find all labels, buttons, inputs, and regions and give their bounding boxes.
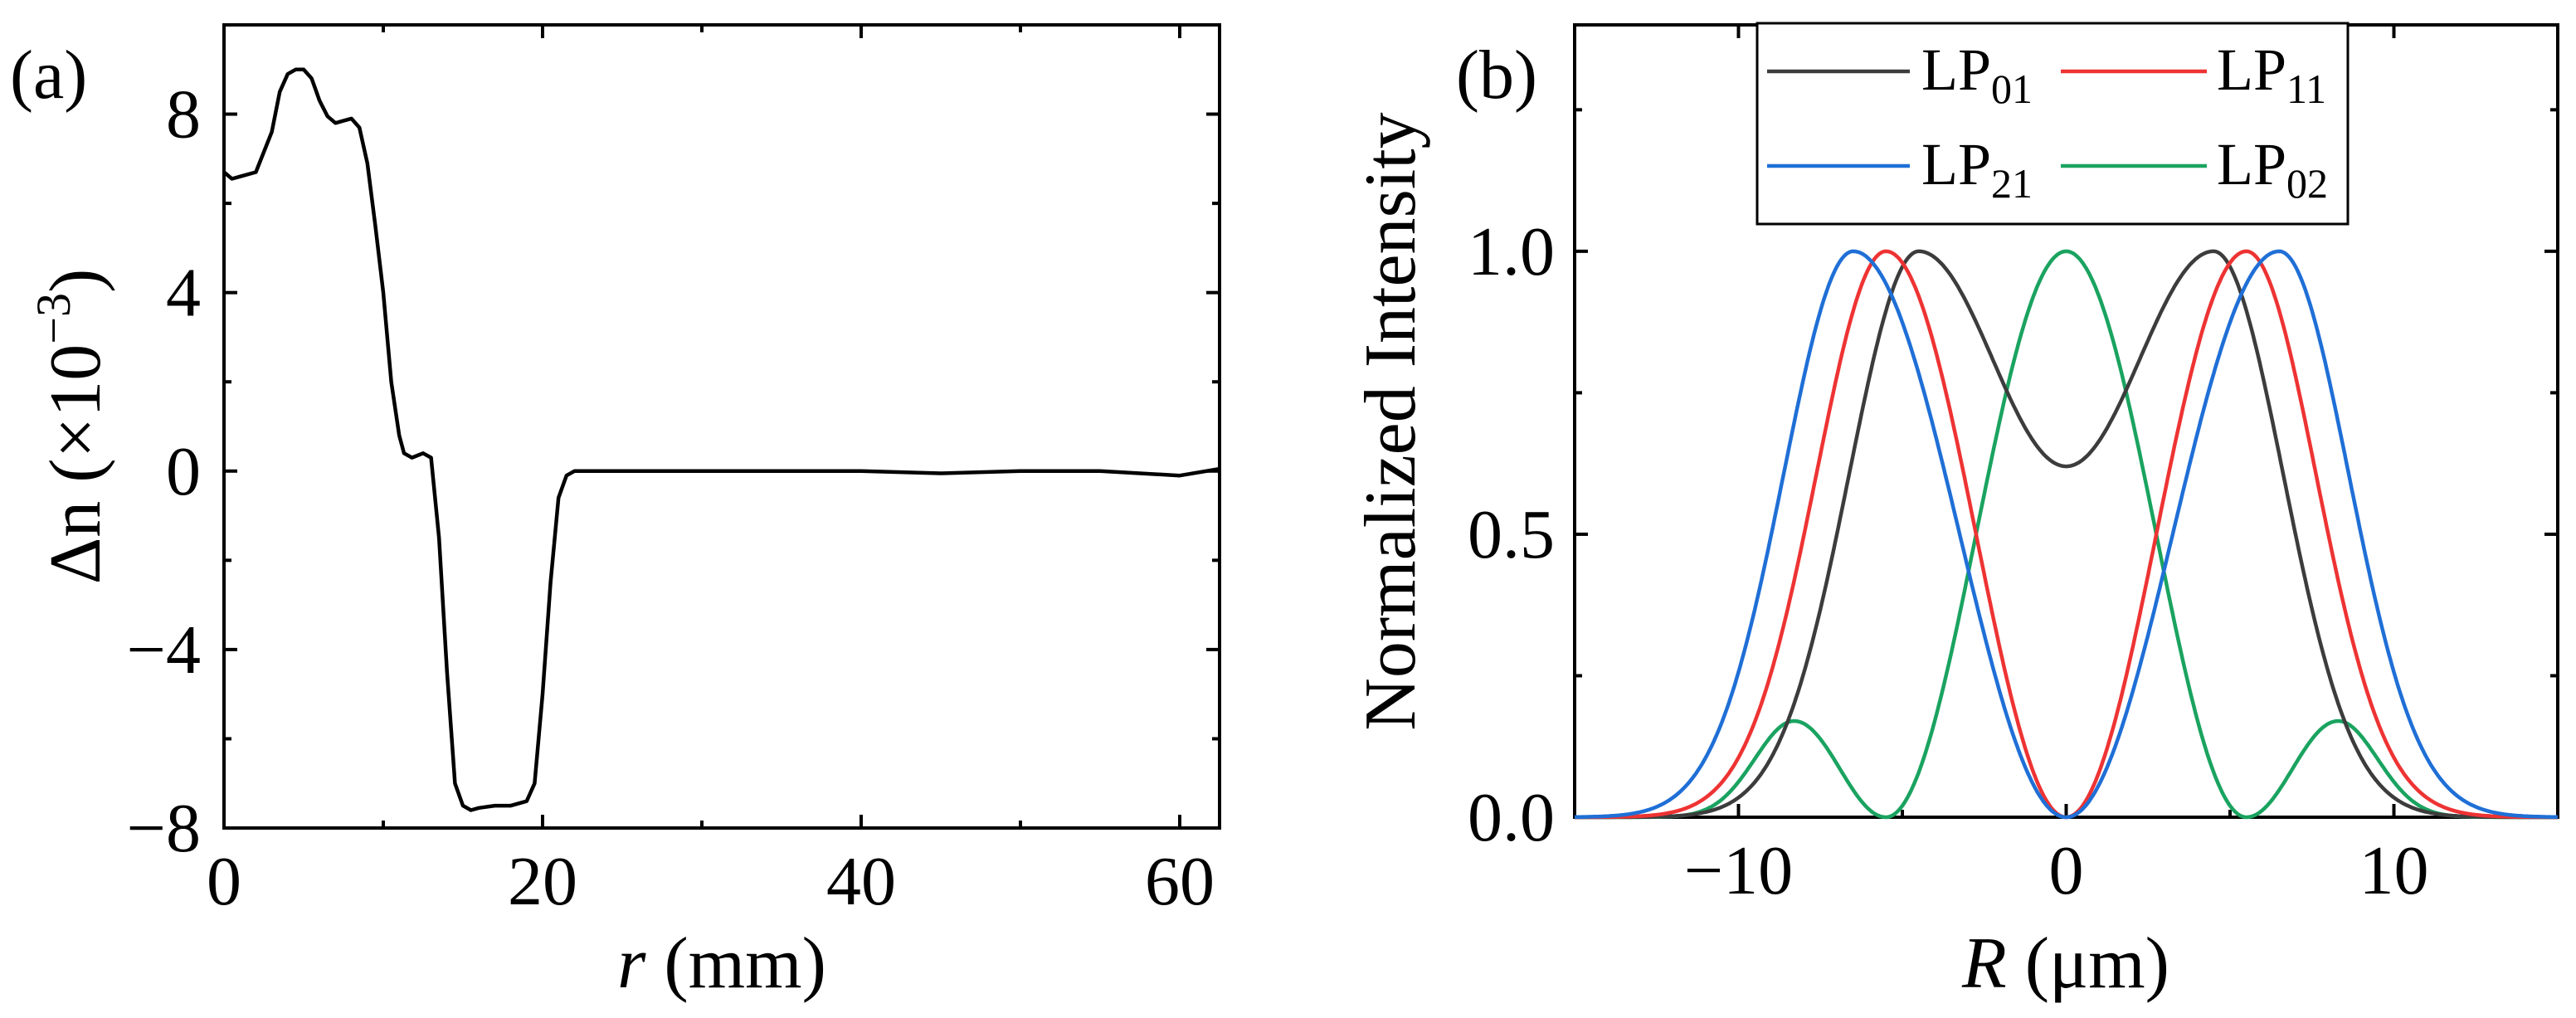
x-axis-unit: (μm) <box>2007 923 2169 1004</box>
legend-label: LP11 <box>2217 37 2326 112</box>
panel-b: (b) −10 0 10 0.0 0.5 1.0 R (μm) Normaliz… <box>1351 22 2559 1004</box>
series-line-delta-n <box>222 67 1220 812</box>
panel-a-label: (a) <box>10 37 87 114</box>
y-axis-label-main: Δn (×10 <box>36 344 116 585</box>
legend-item-lp11: LP11 <box>2061 37 2326 112</box>
y-tick-label: −4 <box>127 611 201 689</box>
x-tick-label: 60 <box>1145 843 1215 920</box>
panel-a: (a) 0 20 40 60 −8 −4 0 4 8 r (mm) Δn (×1… <box>10 23 1221 1004</box>
y-tick-label: 4 <box>166 255 201 332</box>
x-tick-label: 10 <box>2359 832 2429 909</box>
legend-label: LP21 <box>1921 131 2033 207</box>
x-tick-label: 20 <box>508 843 577 920</box>
legend: LP01 LP11 LP21 LP02 <box>1755 22 2350 226</box>
x-axis-variable: R <box>1961 923 2007 1004</box>
y-axis-label-close: ) <box>36 269 116 293</box>
panel-a-frame <box>222 23 1221 830</box>
x-axis-unit: (mm) <box>645 923 826 1004</box>
y-tick-label: 1.0 <box>1468 213 1555 290</box>
panel-a-x-ticks <box>222 25 1181 828</box>
panel-a-x-tick-labels: 0 20 40 60 <box>207 843 1215 920</box>
legend-box <box>1755 22 2350 226</box>
panel-a-y-tick-labels: −8 −4 0 4 8 <box>127 76 201 867</box>
y-tick-label: −8 <box>127 790 201 867</box>
panel-b-x-tick-labels: −10 0 10 <box>1684 832 2429 909</box>
series-line-lp11 <box>1574 249 2559 820</box>
x-axis-variable: r <box>617 923 646 1004</box>
x-tick-label: 40 <box>826 843 896 920</box>
panel-b-x-axis-label: R (μm) <box>1961 923 2169 1004</box>
y-tick-label: 0 <box>166 433 201 510</box>
legend-item-lp01: LP01 <box>1767 37 2033 112</box>
x-tick-label: 0 <box>2049 832 2084 909</box>
y-tick-label: 0.5 <box>1468 496 1555 573</box>
panel-a-x-axis-label: r (mm) <box>617 923 826 1004</box>
y-tick-label: 0.0 <box>1468 779 1555 856</box>
y-tick-label: 8 <box>166 76 201 153</box>
panel-b-y-tick-labels: 0.0 0.5 1.0 <box>1468 213 1555 856</box>
x-tick-label: −10 <box>1684 832 1793 909</box>
legend-label: LP01 <box>1921 37 2033 112</box>
panel-a-y-ticks <box>224 112 1220 830</box>
panel-b-label: (b) <box>1456 37 1537 114</box>
series-line-lp01 <box>1574 249 2559 820</box>
y-axis-label-exponent: −3 <box>27 293 80 344</box>
x-tick-label: 0 <box>207 843 241 920</box>
legend-item-lp02: LP02 <box>2061 131 2328 207</box>
legend-label: LP02 <box>2217 131 2328 207</box>
panel-a-y-axis-label: Δn (×10−3) <box>27 269 116 585</box>
legend-item-lp21: LP21 <box>1767 131 2033 207</box>
series-line-lp21 <box>1574 249 2559 820</box>
panel-b-y-axis-label: Normalized Intensity <box>1351 112 1431 730</box>
series-line-lp02 <box>1574 249 2559 820</box>
